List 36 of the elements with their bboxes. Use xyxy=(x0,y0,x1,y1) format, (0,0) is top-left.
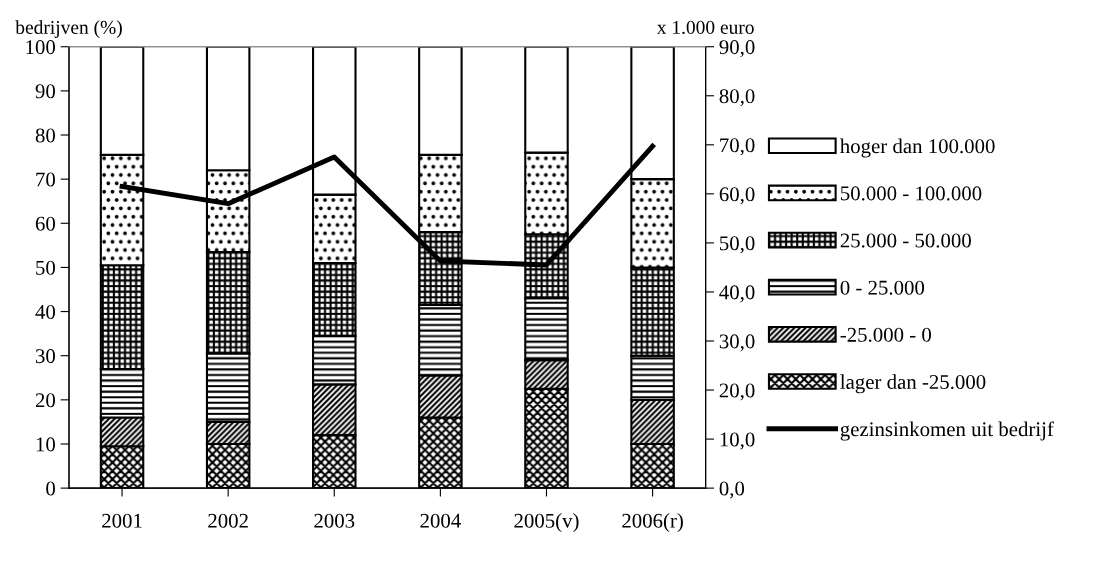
y-tick-label: 70 xyxy=(36,172,56,187)
legend-label: 25.000 - 50.000 xyxy=(840,233,971,248)
y-tick-label: 100 xyxy=(26,40,56,55)
x-tick-label: 2003 xyxy=(314,513,355,528)
y-tick-label: 10 xyxy=(36,437,56,452)
y2-tick-label: 20,0 xyxy=(719,383,755,401)
legend-label: gezinsinkomen uit bedrijf xyxy=(840,421,1054,441)
y2-tick-label: 90,0 xyxy=(719,40,755,58)
x-tick-label: 2004 xyxy=(420,513,461,528)
y2-tick-label: 80,0 xyxy=(719,89,755,107)
y-tick-label: 90 xyxy=(35,84,56,99)
x-tick-label: 2006(r) xyxy=(622,513,683,533)
y-tick-label: 20 xyxy=(35,393,56,408)
x-tick-label: 2002 xyxy=(208,513,248,528)
x-tick-label: 2005(v) xyxy=(514,513,579,533)
y-tick-label: 60 xyxy=(35,216,56,231)
y2-tick-label: 70,0 xyxy=(720,138,755,156)
legend-label: 50.000 - 100.000 xyxy=(841,186,982,201)
y-tick-label: 40 xyxy=(35,304,56,319)
y-tick-label: 50 xyxy=(36,260,56,275)
y2-tick-label: 40,0 xyxy=(719,285,755,303)
y2-tick-label: 50,0 xyxy=(720,236,755,254)
y2-tick-label: 0,0 xyxy=(719,481,745,499)
legend-label: 0 - 25.000 xyxy=(840,280,925,295)
y-tick-label: 80 xyxy=(35,128,56,143)
y-tick-label: 0 xyxy=(46,481,56,496)
y-axis-title: bedrijven (%) xyxy=(15,20,122,38)
y2-tick-label: 30,0 xyxy=(719,334,755,352)
y2-tick-label: 60,0 xyxy=(719,187,755,205)
legend-label: -25.000 - 0 xyxy=(840,327,931,342)
y-tick-label: 30 xyxy=(35,349,56,364)
x-tick-label: 2001 xyxy=(102,513,142,528)
y2-tick-label: 10,0 xyxy=(720,432,755,450)
y2-axis-title: x 1.000 euro xyxy=(656,20,754,35)
legend-label: hoger dan 100.000 xyxy=(839,138,995,158)
legend-label: lager dan -25.000 xyxy=(840,374,986,394)
